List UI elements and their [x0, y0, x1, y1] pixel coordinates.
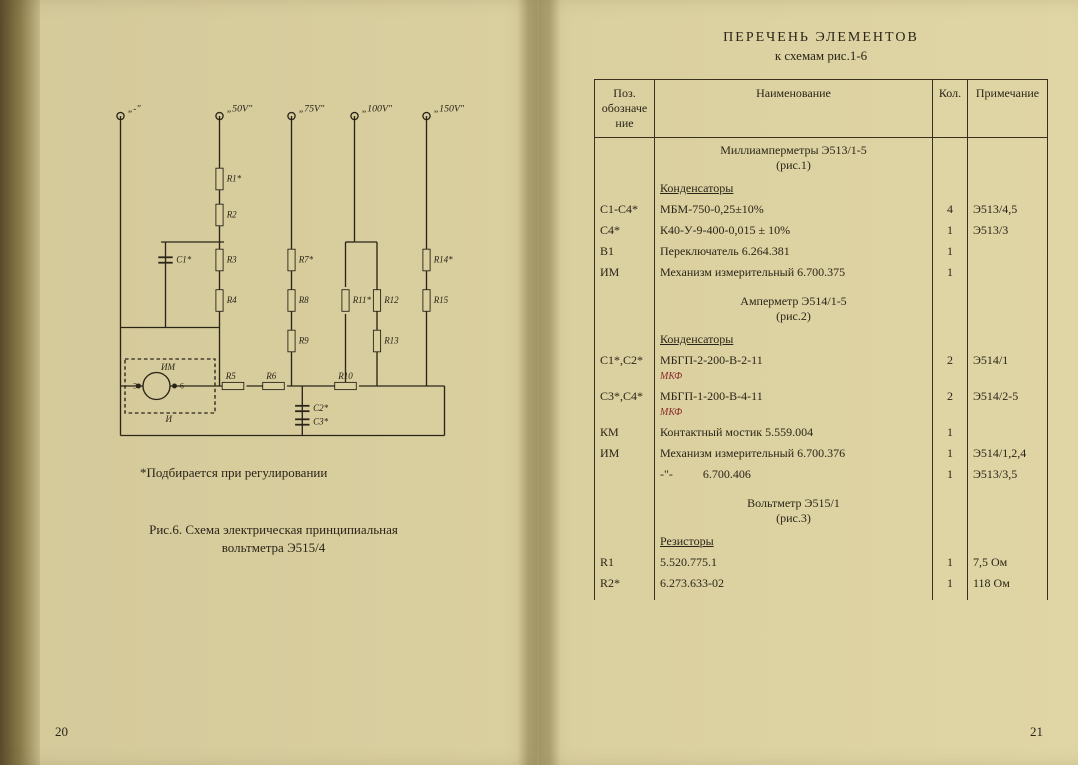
svg-text:R12: R12: [383, 295, 399, 305]
th-name: Наименование: [655, 80, 933, 138]
bom-qty: 4: [933, 199, 968, 220]
th-note: Примечание: [968, 80, 1048, 138]
right-page: ПЕРЕЧЕНЬ ЭЛЕМЕНТОВ к схемам рис.1-6 Поз.…: [539, 0, 1078, 765]
bom-note: 118 Ом: [968, 573, 1048, 594]
category-label: Резисторы: [655, 531, 933, 552]
svg-text:R1*: R1*: [226, 174, 242, 184]
svg-text:„150V": „150V": [434, 104, 465, 115]
th-qty: Кол.: [933, 80, 968, 138]
bom-note: Э513/3: [968, 220, 1048, 241]
svg-text:И: И: [165, 414, 173, 424]
bom-note: [968, 262, 1048, 283]
circuit-svg: „-" „50V" „75V" „100V" „150V": [50, 80, 497, 440]
bom-note: [968, 422, 1048, 443]
bom-pos: С1-С4*: [595, 199, 655, 220]
bom-qty: 1: [933, 443, 968, 464]
bom-note: Э514/1: [968, 350, 1048, 386]
schematic-diagram: „-" „50V" „75V" „100V" „150V": [50, 80, 497, 445]
section-title: Миллиамперметры Э513/1-5(рис.1): [655, 138, 933, 179]
svg-text:3: 3: [133, 382, 137, 391]
bom-pos: ИМ: [595, 262, 655, 283]
bom-qty: 1: [933, 422, 968, 443]
bom-note: Э513/3,5: [968, 464, 1048, 485]
bom-name: МБГП-2-200-В-2-11МКФ: [655, 350, 933, 386]
category-label: Конденсаторы: [655, 329, 933, 350]
svg-text:R4: R4: [226, 295, 237, 305]
svg-text:ИМ: ИМ: [160, 362, 175, 372]
footnote: *Подбирается при регулировании: [140, 465, 497, 481]
svg-text:R3: R3: [226, 255, 237, 265]
svg-text:„75V": „75V": [299, 104, 325, 115]
bom-pos: ИМ: [595, 443, 655, 464]
bom-qty: 1: [933, 262, 968, 283]
bom-name: МБГП-1-200-В-4-11МКФ: [655, 386, 933, 422]
svg-text:6: 6: [180, 382, 184, 391]
bom-name: МБМ-750-0,25±10%: [655, 199, 933, 220]
bom-note: Э513/4,5: [968, 199, 1048, 220]
bom-note: Э514/2-5: [968, 386, 1048, 422]
svg-text:C3*: C3*: [313, 417, 329, 427]
bom-pos: R1: [595, 552, 655, 573]
bom-name: 5.520.775.1: [655, 552, 933, 573]
svg-text:R11*: R11*: [352, 295, 372, 305]
svg-text:„100V": „100V": [362, 104, 393, 115]
book-spread: „-" „50V" „75V" „100V" „150V": [0, 0, 1078, 765]
bom-qty: 1: [933, 552, 968, 573]
figure-caption: Рис.6. Схема электрическая принципиальна…: [50, 521, 497, 557]
bom-pos: КМ: [595, 422, 655, 443]
section-title: Амперметр Э514/1-5(рис.2): [655, 289, 933, 329]
bom-pos: R2*: [595, 573, 655, 594]
bom-pos: С1*,С2*: [595, 350, 655, 386]
bom-title: ПЕРЕЧЕНЬ ЭЛЕМЕНТОВ: [594, 30, 1048, 46]
bom-name: Механизм измерительный 6.700.376: [655, 443, 933, 464]
th-pos: Поз. обозначе ние: [595, 80, 655, 138]
bom-name: 6.273.633-02: [655, 573, 933, 594]
bom-name: Переключатель 6.264.381: [655, 241, 933, 262]
svg-text:R13: R13: [383, 336, 399, 346]
caption-line-2: вольтметра Э515/4: [50, 539, 497, 557]
bom-note: 7,5 Ом: [968, 552, 1048, 573]
svg-text:C1*: C1*: [176, 255, 192, 265]
svg-text:R7*: R7*: [298, 255, 314, 265]
svg-text:R6: R6: [265, 371, 276, 381]
svg-text:„50V": „50V": [227, 104, 253, 115]
left-page: „-" „50V" „75V" „100V" „150V": [0, 0, 539, 765]
bom-name: К40-У-9-400-0,015 ± 10%: [655, 220, 933, 241]
bom-pos: В1: [595, 241, 655, 262]
svg-text:R5: R5: [225, 371, 236, 381]
bom-note: [968, 241, 1048, 262]
bom-pos: [595, 464, 655, 485]
svg-text:R9: R9: [298, 336, 309, 346]
bom-qty: 1: [933, 220, 968, 241]
bom-qty: 2: [933, 350, 968, 386]
svg-text:C2*: C2*: [313, 403, 329, 413]
svg-text:R10: R10: [337, 371, 353, 381]
bom-pos: С4*: [595, 220, 655, 241]
bom-qty: 1: [933, 573, 968, 594]
svg-text:R14*: R14*: [433, 255, 453, 265]
caption-line-1: Рис.6. Схема электрическая принципиальна…: [50, 521, 497, 539]
bom-qty: 1: [933, 241, 968, 262]
bom-name: Механизм измерительный 6.700.375: [655, 262, 933, 283]
page-number-left: 20: [55, 724, 68, 740]
svg-text:„-": „-": [128, 104, 142, 115]
svg-text:R2: R2: [226, 210, 237, 220]
svg-text:R15: R15: [433, 295, 449, 305]
bom-subtitle: к схемам рис.1-6: [594, 48, 1048, 64]
bom-qty: 2: [933, 386, 968, 422]
bom-name: Контактный мостик 5.559.004: [655, 422, 933, 443]
page-number-right: 21: [1030, 724, 1043, 740]
section-title: Вольтметр Э515/1(рис.3): [655, 491, 933, 531]
bom-qty: 1: [933, 464, 968, 485]
bom-name: -"- 6.700.406: [655, 464, 933, 485]
bom-pos: С3*,С4*: [595, 386, 655, 422]
category-label: Конденсаторы: [655, 178, 933, 199]
svg-text:R8: R8: [298, 295, 309, 305]
bom-table: Поз. обозначе ние Наименование Кол. Прим…: [594, 79, 1048, 600]
bom-note: Э514/1,2,4: [968, 443, 1048, 464]
